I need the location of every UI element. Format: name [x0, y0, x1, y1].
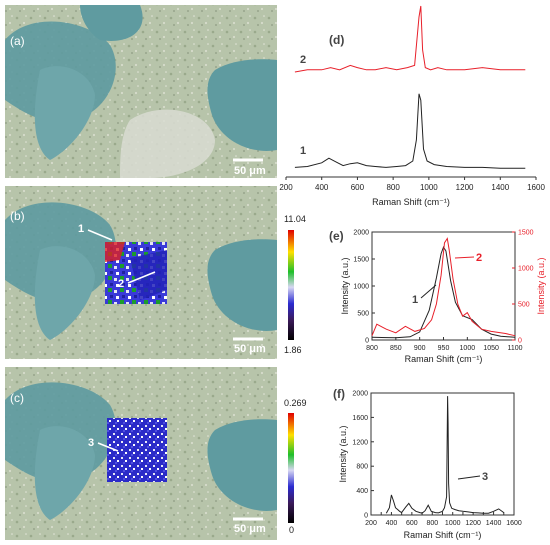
chart-e-x-tick-label: 900	[414, 345, 426, 352]
chart-f-x-tick-label: 1000	[445, 520, 461, 527]
chart-d-x-tick-label: 600	[351, 183, 365, 192]
chart-f-y-tick-label: 400	[356, 488, 368, 495]
chart-e-x-tick-label: 850	[390, 345, 402, 352]
chart-e-x-label: Raman Shift (cm⁻¹)	[405, 354, 483, 364]
micrograph-c	[5, 367, 277, 540]
chart-f-x-label: Raman Shift (cm⁻¹)	[404, 530, 482, 540]
chart-d-x-tick-label: 1200	[456, 183, 474, 192]
chart-e-yleft-tick-label: 0	[365, 338, 369, 345]
chart-d-x-tick-label: 1600	[527, 183, 545, 192]
chart-f-series-3-label: 3	[482, 471, 488, 483]
chart-e-series-2-label: 2	[476, 252, 482, 264]
chart-e-series-1-pointer	[420, 284, 437, 299]
colorbar-c	[288, 413, 294, 523]
scale-bar-a-label: 50 μm	[234, 165, 266, 177]
chart-e-yleft-tick-label: 1500	[353, 257, 369, 264]
map-marker-1: 1	[78, 223, 84, 235]
chart-f-x-tick-label: 1200	[465, 520, 481, 527]
chart-e: 800 850 900 950 1000 1050 11000500100015002000…	[340, 230, 546, 365]
panel-label-b: (b)	[10, 209, 25, 223]
colorbar-c-min: 0	[289, 525, 294, 535]
chart-d-series-2-label: 2	[300, 54, 306, 66]
chart-f-x-tick-label: 1400	[486, 520, 502, 527]
chart-f-y-label: Intensity (a.u.)	[338, 425, 348, 482]
chart-d-x-tick-label: 1400	[491, 183, 509, 192]
chart-f-x-tick-label: 200	[365, 520, 377, 527]
chart-f-x-tick-label: 800	[426, 520, 438, 527]
chart-d-x-label: Raman Shift (cm⁻¹)	[372, 197, 450, 207]
chart-e-x-tick-label: 1100	[507, 345, 522, 352]
chart-f-y-tick-label: 1600	[352, 415, 368, 422]
chart-e-series-1-label: 1	[412, 294, 418, 306]
chart-f-series-3	[385, 396, 505, 514]
panel-label-a: (a)	[10, 34, 25, 48]
panel-label-d: (d)	[329, 33, 344, 47]
chart-e-yright-tick-label: 1000	[518, 266, 534, 273]
chart-e-series-2-pointer	[454, 256, 475, 259]
chart-f-y-tick-label: 1200	[352, 439, 368, 446]
raman-map-b-hotspot	[105, 242, 125, 262]
colorbar-b-min: 1.86	[284, 345, 302, 355]
chart-f-x-tick-label: 600	[406, 520, 418, 527]
chart-e-x-tick-label: 1000	[460, 345, 476, 352]
chart-e-series-2	[371, 237, 516, 337]
chart-e-yright-label: Intensity (a.u.)	[536, 257, 546, 314]
chart-f-y-tick-label: 0	[364, 513, 368, 520]
panel-label-e: (e)	[329, 229, 344, 243]
chart-d-x-tick-label: 800	[386, 183, 400, 192]
chart-f: 200 400 600 800 1000 1200 1400 1600 0 400 800 1200 1…	[338, 391, 522, 541]
chart-d-x-tick-label: 400	[315, 183, 329, 192]
chart-f-x-tick-label: 1600	[506, 520, 522, 527]
chart-d-series-1-label: 1	[300, 145, 306, 157]
panel-label-c: (c)	[10, 391, 24, 405]
chart-e-x-tick-label: 800	[366, 345, 378, 352]
chart-d-x-tick-label: 200	[279, 183, 293, 192]
chart-e-yleft-tick-label: 500	[357, 311, 369, 318]
chart-f-y-tick-label: 800	[356, 464, 368, 471]
map-marker-3: 3	[88, 437, 94, 449]
scale-bar-b-label: 50 μm	[234, 343, 266, 355]
colorbar-b	[288, 230, 294, 340]
chart-d: 200 400 600 800 1000 1200 1400 1600 Raman Shift …	[279, 5, 545, 207]
chart-f-y-tick-label: 2000	[352, 391, 368, 398]
chart-e-series-1	[371, 245, 516, 339]
chart-e-yleft-tick-label: 2000	[353, 230, 369, 237]
map-marker-3-arrow	[97, 442, 119, 452]
chart-e-x-tick-label: 1050	[483, 345, 499, 352]
chart-e-yright-tick-label: 1500	[518, 230, 534, 237]
chart-d-x-tick-label: 1000	[420, 183, 438, 192]
chart-f-series-3-pointer	[457, 475, 481, 480]
micrograph-a	[5, 5, 277, 178]
chart-e-yright-tick-label: 0	[518, 338, 522, 345]
map-marker-1-arrow	[87, 229, 113, 241]
map-marker-2-arrow	[127, 271, 156, 284]
map-marker-2: 2	[118, 278, 124, 290]
chart-e-x-tick-label: 950	[438, 345, 450, 352]
panel-label-f: (f)	[333, 387, 345, 401]
chart-e-yleft-tick-label: 1000	[353, 284, 369, 291]
chart-e-yright-tick-label: 500	[518, 302, 530, 309]
colorbar-c-max: 0.269	[284, 398, 307, 408]
chart-d-series-2	[294, 5, 526, 73]
colorbar-b-max: 11.04	[284, 214, 306, 224]
chart-d-series-1	[294, 93, 526, 169]
scale-bar-c-label: 50 μm	[234, 523, 266, 535]
chart-f-x-tick-label: 400	[386, 520, 398, 527]
chart-e-yleft-label: Intensity (a.u.)	[340, 257, 350, 314]
